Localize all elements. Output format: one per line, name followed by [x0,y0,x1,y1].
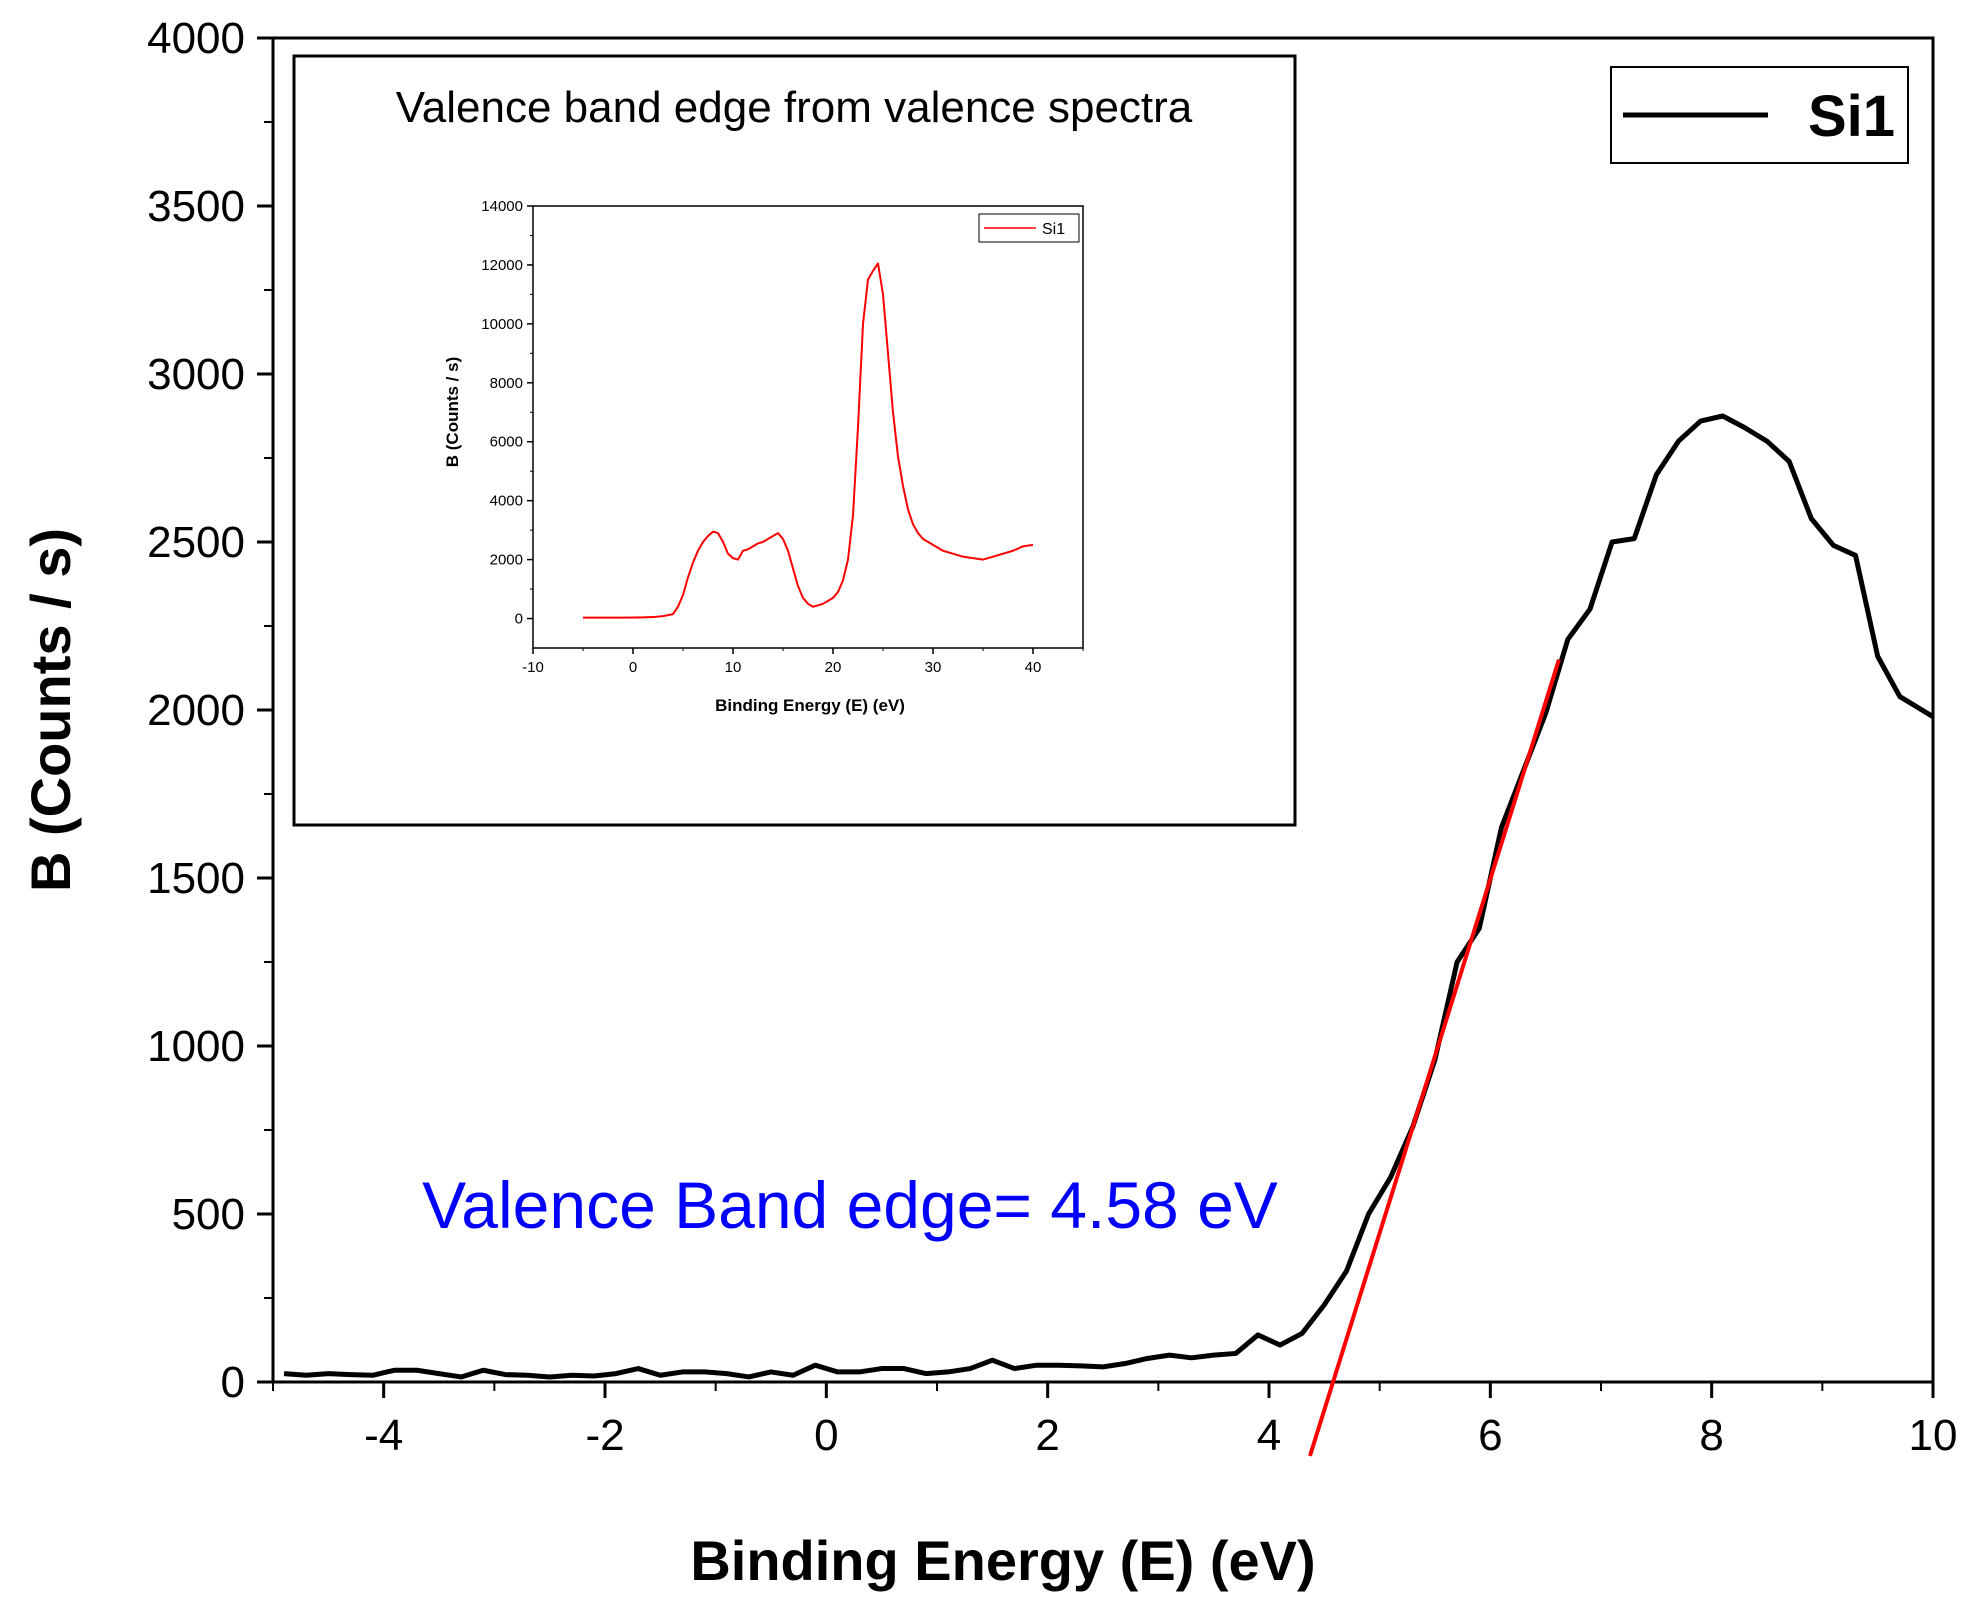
main-x-axis: -4 -2 0 2 4 6 8 10 [272,1382,1958,1460]
main-y-tick-label: 1000 [147,1022,245,1071]
main-x-tick-label: 8 [1699,1411,1723,1460]
inset-y-tick-label: 6000 [490,434,523,451]
main-plot: -4 -2 0 2 4 6 8 10 0500100015002000250030003500… [19,14,1957,1592]
inset-legend: Si1 [978,213,1080,243]
inset-x-tick-label: 10 [725,659,742,676]
inset-x-axis-label: Binding Energy (E) (eV) [715,696,905,715]
inset-series-layer [583,262,1034,619]
main-x-tick-label: 6 [1478,1411,1502,1460]
main-y-tick-label: 2000 [147,686,245,735]
main-x-tick-label: -4 [364,1411,403,1460]
main-legend: Si1 [1610,66,1909,164]
inset-y-axis: 0 2000 4000 6000 8000 10000 12000 14000 [481,198,533,628]
main-series-layer [283,413,1933,1380]
main-y-axis: 0 500 1000 1500 2000 2500 3000 3500 4000 [147,14,273,1407]
inset-x-axis: -10 0 10 20 30 40 [522,648,1084,676]
inset-y-tick-label: 0 [515,611,523,628]
main-y-tick-label: 2500 [147,518,245,567]
inset-series-si1-line [583,262,1034,619]
inset-y-tick-label: 14000 [481,198,523,215]
main-y-tick-label: 3500 [147,182,245,231]
inset-x-tick-label: -10 [522,659,544,676]
main-x-tick-label: -2 [585,1411,624,1460]
valence-band-edge-annotation: Valence Band edge= 4.58 eV [422,1168,1278,1242]
main-x-tick-label: 4 [1257,1411,1281,1460]
main-x-tick-label: 10 [1909,1411,1958,1460]
inset-x-tick-label: 40 [1025,659,1042,676]
main-y-tick-label: 4000 [147,14,245,63]
inset-y-tick-label: 10000 [481,316,523,333]
inset-legend-label: Si1 [1042,221,1065,238]
series-si1-line [283,413,1933,1380]
main-y-tick-label: 3000 [147,350,245,399]
main-legend-label: Si1 [1808,84,1895,149]
inset-x-tick-label: 20 [825,659,842,676]
inset-y-tick-label: 8000 [490,375,523,392]
inset-y-tick-label: 2000 [490,552,523,569]
main-x-tick-label: 2 [1035,1411,1059,1460]
inset-x-tick-label: 30 [925,659,942,676]
inset-y-axis-label: B (Counts / s) [443,357,462,468]
main-y-tick-label: 0 [221,1358,245,1407]
inset-title: Valence band edge from valence spectra [396,83,1193,132]
inset-y-tick-label: 4000 [490,493,523,510]
main-x-tick-label: 0 [814,1411,838,1460]
main-y-tick-label: 500 [172,1190,245,1239]
inset-plot-frame [532,205,1084,649]
linear-fit-line [1308,659,1561,1457]
inset-frame [292,54,1297,827]
inset-chart: Valence band edge from valence spectra -… [292,54,1297,827]
main-y-axis-label: B (Counts / s) [19,528,82,892]
inset-x-tick-label: 0 [629,659,637,676]
inset-y-tick-label: 12000 [481,257,523,274]
main-x-axis-label: Binding Energy (E) (eV) [690,1529,1315,1592]
main-y-tick-label: 1500 [147,854,245,903]
